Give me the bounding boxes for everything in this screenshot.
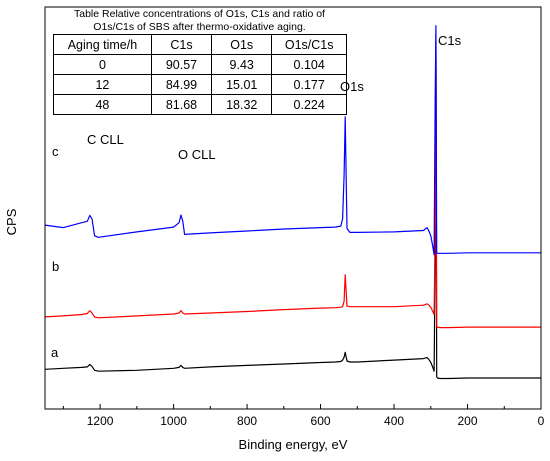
table-cell: 48: [53, 94, 152, 115]
inset-title-line2: O1s/C1s of SBS after thermo-oxidative ag…: [93, 21, 306, 33]
header-c1s: C1s: [150, 34, 213, 55]
y-axis-label: CPS: [4, 208, 19, 235]
header-aging-time: Aging time/h: [53, 34, 152, 55]
x-tick-label: 1000: [160, 414, 187, 428]
annotation-c-cll: C CLL: [87, 132, 124, 147]
table-row: 0 90.57 9.43 0.104: [53, 54, 347, 75]
annotation-c1s: C1s: [438, 33, 462, 48]
table-row: 12 84.99 15.01 0.177: [53, 74, 347, 95]
x-tick-label: 0: [538, 414, 545, 428]
x-tick-label: 1200: [87, 414, 114, 428]
x-tick-label: 400: [384, 414, 404, 428]
table-cell: 18.32: [211, 94, 273, 115]
inset-title-line1: Table Relative concentrations of O1s, C1…: [74, 8, 325, 20]
header-o1s: O1s: [211, 34, 273, 55]
x-axis-label: Binding energy, eV: [239, 437, 348, 452]
table-cell: 15.01: [211, 74, 273, 95]
plot-frame: [44, 6, 542, 410]
series-label-c: c: [52, 144, 59, 159]
series-line-c: [44, 25, 541, 256]
table-cell: 0.224: [271, 94, 347, 115]
series-label-b: b: [52, 259, 59, 274]
x-tick-label: 200: [458, 414, 478, 428]
inset-table-panel: Table Relative concentrations of O1s, C1…: [47, 8, 352, 115]
series-label-a: a: [51, 345, 59, 360]
series-layer: [44, 25, 541, 380]
header-ratio: O1s/C1s: [271, 34, 347, 55]
table-cell: 12: [53, 74, 152, 95]
x-tick-label: 600: [311, 414, 331, 428]
table-cell: 81.68: [150, 94, 213, 115]
table-cell: 0: [53, 54, 152, 75]
table-header-row: Aging time/h C1s O1s O1s/C1s: [53, 34, 347, 55]
table-cell: 0.177: [271, 74, 347, 95]
x-tick-label: 800: [237, 414, 257, 428]
table-cell: 9.43: [211, 54, 273, 75]
table-cell: 84.99: [150, 74, 213, 95]
inset-table: Aging time/h C1s O1s O1s/C1s 0 90.57 9.4…: [53, 34, 347, 115]
table-cell: 90.57: [150, 54, 213, 75]
annotation-o-cll: O CLL: [178, 147, 216, 162]
x-ticks: 1200 1000 800 600 400 200 0: [62, 404, 545, 428]
table-row: 48 81.68 18.32 0.224: [53, 94, 347, 115]
table-cell: 0.104: [271, 54, 347, 75]
